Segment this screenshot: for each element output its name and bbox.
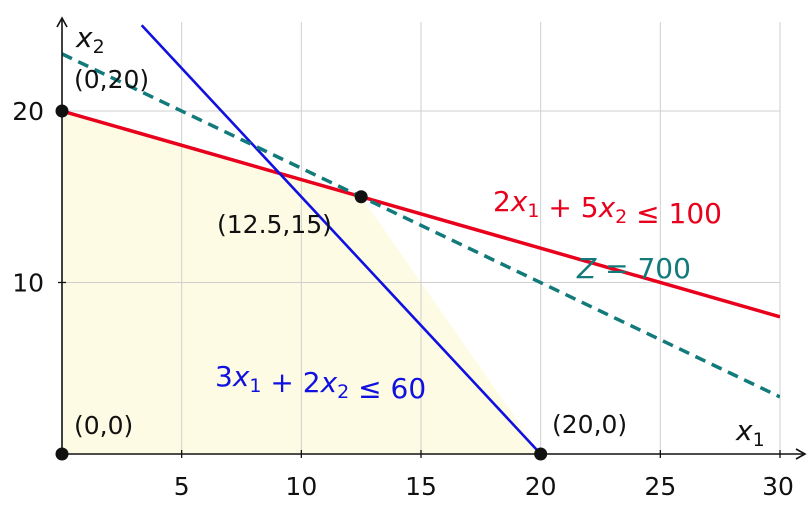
x-tick-label-25: 25 (644, 472, 676, 501)
x-tick-label-10: 10 (285, 472, 317, 501)
y-axis-arrow (56, 16, 68, 28)
vertex-point-1 (55, 447, 69, 461)
y-tick-label-20: 20 (12, 97, 44, 126)
y-axis-label: x2 (75, 21, 105, 58)
x-tick-label-20: 20 (525, 472, 557, 501)
vertex-label-1: (0,0) (74, 411, 133, 440)
series-label-2: 3x1 + 2x2 ≤ 60 (215, 360, 426, 405)
x-tick-label-30: 30 (762, 472, 794, 501)
x-axis-arrow (795, 448, 807, 460)
series-line-1 (62, 109, 780, 319)
y-tick-label-10: 10 (12, 269, 44, 298)
x-axis-label: x1 (735, 414, 765, 451)
vertex-label-2: (0,20) (74, 65, 149, 94)
vertex-label-4: (20,0) (552, 410, 627, 439)
x-tick-label-5: 5 (174, 472, 190, 501)
series-label-3: Z = 700 (576, 252, 691, 285)
vertex-point-2 (55, 104, 69, 118)
x-tick-label-15: 15 (405, 472, 437, 501)
vertex-point-4 (534, 447, 548, 461)
vertex-point-3 (354, 190, 368, 204)
series-line-3 (62, 52, 780, 399)
series-label-1: 2x1 + 5x2 ≤ 100 (493, 185, 722, 230)
series-line-2 (140, 24, 542, 454)
vertex-label-3: (12.5,15) (217, 210, 332, 239)
